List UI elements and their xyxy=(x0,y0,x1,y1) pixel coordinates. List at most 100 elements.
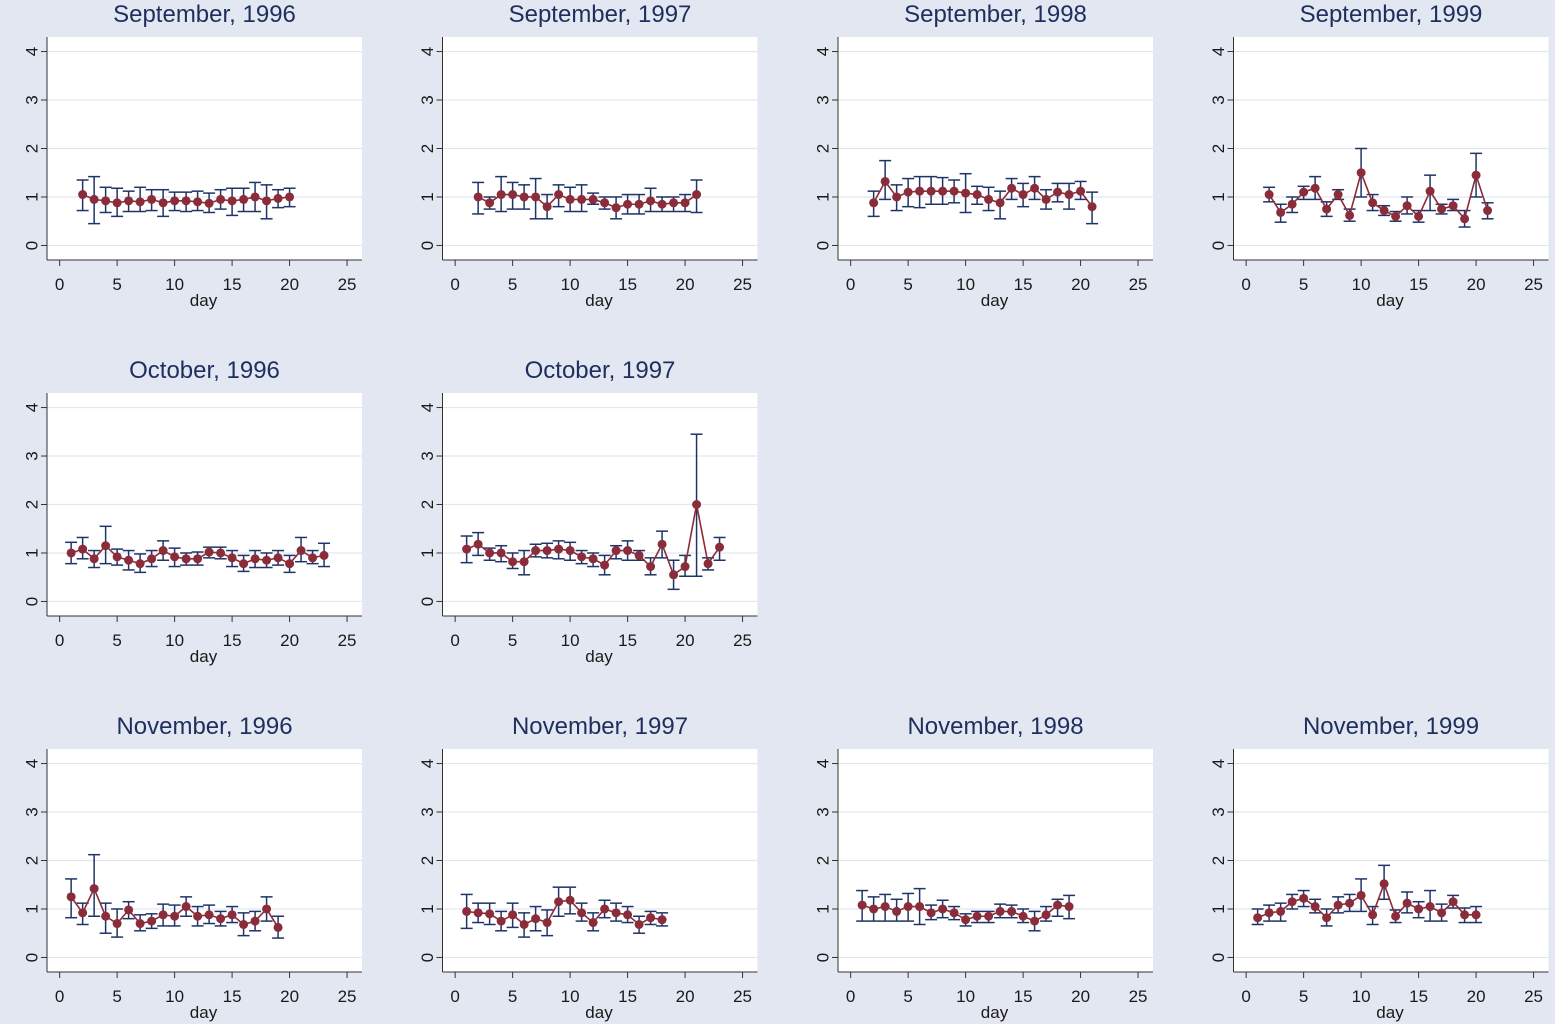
data-point xyxy=(519,192,529,202)
x-tick-label: 25 xyxy=(1129,987,1148,1006)
data-point xyxy=(485,909,495,919)
panel-title: September, 1997 xyxy=(509,1,692,28)
data-point xyxy=(1064,902,1074,912)
x-tick-label: 5 xyxy=(112,987,121,1006)
data-point xyxy=(600,904,610,914)
data-point xyxy=(588,918,598,928)
y-tick-label: 2 xyxy=(1209,144,1228,153)
data-point xyxy=(112,198,122,208)
data-point xyxy=(239,194,249,204)
x-tick-label: 0 xyxy=(450,275,459,294)
panel-title: October, 1997 xyxy=(525,357,676,384)
x-tick-label: 25 xyxy=(338,275,357,294)
y-tick-label: 1 xyxy=(1209,904,1228,913)
data-point xyxy=(508,910,518,920)
data-point xyxy=(634,199,644,209)
x-tick-label: 25 xyxy=(733,987,752,1006)
x-tick-label: 0 xyxy=(450,987,459,1006)
data-point xyxy=(554,897,564,907)
panel-title: November, 1998 xyxy=(907,713,1083,740)
x-tick-label: 0 xyxy=(55,275,64,294)
data-point xyxy=(1391,911,1401,921)
y-tick-label: 3 xyxy=(1209,95,1228,104)
data-point xyxy=(135,197,145,207)
data-point xyxy=(1437,908,1447,918)
panel: September, 1996 0 1 2 3 4 0 5 10 15 20 25 day xyxy=(22,1,362,310)
data-point xyxy=(903,902,913,912)
data-point xyxy=(462,544,472,554)
x-tick-label: 5 xyxy=(508,631,517,650)
data-point xyxy=(1007,906,1017,916)
data-point xyxy=(1299,187,1309,197)
x-tick-label: 25 xyxy=(338,631,357,650)
x-tick-label: 0 xyxy=(55,987,64,1006)
data-point xyxy=(147,554,157,564)
data-point xyxy=(181,902,191,912)
data-point xyxy=(193,911,203,921)
x-tick-label: 20 xyxy=(280,275,299,294)
panel: September, 1998 0 1 2 3 4 0 5 10 15 20 25 day xyxy=(813,1,1153,310)
data-point xyxy=(680,198,690,208)
data-point xyxy=(600,198,610,208)
x-axis-label: day xyxy=(585,1003,613,1022)
data-point xyxy=(984,194,994,204)
data-point xyxy=(227,910,237,920)
data-point xyxy=(181,196,191,206)
data-point xyxy=(531,192,541,202)
x-axis-label: day xyxy=(190,647,218,666)
data-point xyxy=(669,198,679,208)
data-point xyxy=(1356,168,1366,178)
x-tick-label: 0 xyxy=(1241,987,1250,1006)
x-tick-label: 20 xyxy=(676,631,695,650)
panel: November, 1999 0 1 2 3 4 0 5 10 15 20 25 day xyxy=(1209,713,1549,1022)
data-point xyxy=(89,194,99,204)
data-point xyxy=(262,196,272,206)
data-point xyxy=(600,560,610,570)
data-point xyxy=(1287,199,1297,209)
panel-title: September, 1998 xyxy=(904,1,1087,28)
x-tick-label: 0 xyxy=(450,631,459,650)
panel: November, 1997 0 1 2 3 4 0 5 10 15 20 25 day xyxy=(418,713,758,1022)
y-tick-label: 1 xyxy=(22,548,41,557)
data-point xyxy=(995,906,1005,916)
x-tick-label: 10 xyxy=(956,987,975,1006)
data-point xyxy=(101,541,111,551)
data-point xyxy=(1299,893,1309,903)
data-point xyxy=(692,190,702,200)
x-tick-label: 20 xyxy=(1071,987,1090,1006)
data-point xyxy=(473,908,483,918)
x-tick-label: 10 xyxy=(561,631,580,650)
data-point xyxy=(961,915,971,925)
data-point xyxy=(880,902,890,912)
data-point xyxy=(519,557,529,567)
data-point xyxy=(147,916,157,926)
data-point xyxy=(239,919,249,929)
data-point xyxy=(181,554,191,564)
data-point xyxy=(1356,890,1366,900)
data-point xyxy=(204,910,214,920)
y-tick-label: 3 xyxy=(1209,807,1228,816)
data-point xyxy=(984,911,994,921)
data-point xyxy=(1368,198,1378,208)
x-tick-label: 10 xyxy=(561,275,580,294)
x-tick-label: 10 xyxy=(1352,987,1371,1006)
y-tick-label: 3 xyxy=(22,95,41,104)
data-point xyxy=(949,186,959,196)
data-point xyxy=(1087,202,1097,212)
data-point xyxy=(703,559,713,569)
data-point xyxy=(239,559,249,569)
data-point xyxy=(89,554,99,564)
data-point xyxy=(926,908,936,918)
x-tick-label: 10 xyxy=(165,631,184,650)
y-tick-label: 1 xyxy=(22,192,41,201)
data-point xyxy=(170,552,180,562)
data-point xyxy=(508,190,518,200)
x-axis-label: day xyxy=(1376,291,1404,310)
y-tick-label: 1 xyxy=(418,548,437,557)
x-tick-label: 0 xyxy=(55,631,64,650)
y-tick-label: 0 xyxy=(1209,953,1228,962)
y-tick-label: 0 xyxy=(418,241,437,250)
data-point xyxy=(880,176,890,186)
y-tick-label: 1 xyxy=(22,904,41,913)
